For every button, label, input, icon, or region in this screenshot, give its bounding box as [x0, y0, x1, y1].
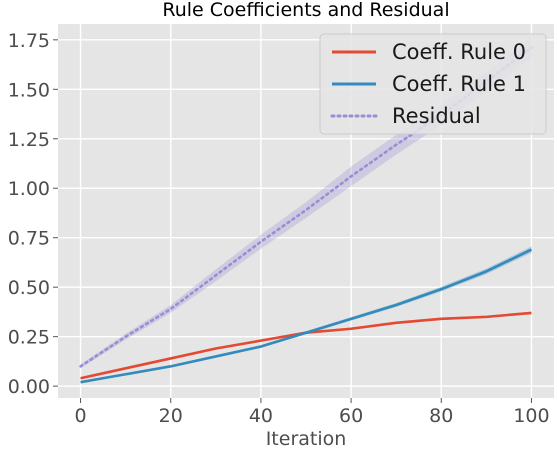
y-tick-label: 0.00 [8, 376, 50, 398]
y-tick-label: 1.00 [8, 178, 50, 200]
grid [58, 24, 554, 398]
x-tick-label: 0 [74, 405, 86, 427]
y-tick-label: 1.25 [8, 129, 50, 151]
legend: Coeff. Rule 0 Coeff. Rule 1 Residual [319, 33, 547, 135]
x-tick-label: 80 [429, 405, 453, 427]
legend-label-coeff-rule-1: Coeff. Rule 1 [392, 72, 526, 96]
legend-label-residual: Residual [392, 104, 481, 128]
series-line-coeff-rule-1 [80, 248, 533, 384]
ticks: 0 20 40 60 80 100 0.00 0.25 0.50 0.75 1.00 1.25 1.50… [8, 30, 550, 427]
x-tick-label: 60 [339, 405, 363, 427]
legend-label-coeff-rule-0: Coeff. Rule 0 [392, 40, 526, 64]
x-axis-label: Iteration [266, 428, 347, 449]
y-tick-label: 0.75 [8, 228, 50, 250]
x-tick-label: 40 [249, 405, 273, 427]
y-tick-label: 1.50 [8, 79, 50, 101]
y-tick-label: 0.50 [8, 277, 50, 299]
legend-box [319, 33, 547, 135]
y-tick-label: 1.75 [8, 30, 50, 52]
y-tick-label: 0.25 [8, 327, 50, 349]
chart-title: Rule Coefficients and Residual [162, 0, 449, 21]
x-tick-label: 20 [159, 405, 183, 427]
x-tick-label: 100 [513, 405, 549, 427]
